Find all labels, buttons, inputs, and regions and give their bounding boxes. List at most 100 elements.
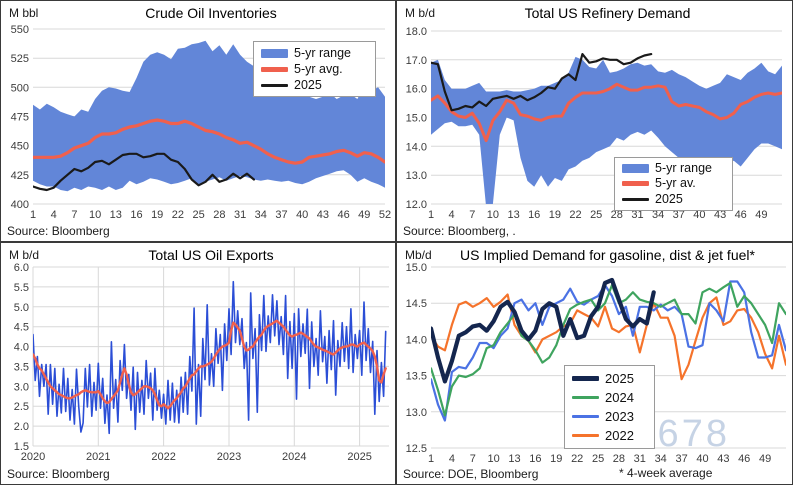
svg-text:43: 43	[317, 209, 329, 221]
svg-text:28: 28	[613, 453, 625, 465]
svg-text:16: 16	[528, 209, 540, 221]
svg-text:2023: 2023	[217, 451, 241, 463]
svg-text:37: 37	[675, 453, 687, 465]
svg-text:13.0: 13.0	[406, 407, 427, 419]
oil-exports-chart: 1.5 2.0 2.5 3.0 3.5 4.0 4.5 5.0 5.5 6.0 2020 2021 20…	[14, 262, 389, 463]
chart-title: Crude Oil Inventories	[145, 5, 277, 21]
svg-text:4: 4	[449, 209, 455, 221]
legend-item: 2025	[622, 192, 724, 207]
panel-crude-oil-inventories: M bbl Crude Oil Inventories 400 425 450 475…	[0, 0, 396, 242]
svg-text:4.0: 4.0	[14, 342, 29, 354]
svg-text:46: 46	[337, 209, 349, 221]
svg-text:43: 43	[714, 209, 726, 221]
legend-item: 2023	[572, 409, 646, 424]
svg-text:31: 31	[634, 453, 646, 465]
legend: 5-yr range 5-yr av. 2025	[614, 157, 733, 211]
svg-text:5.0: 5.0	[14, 302, 29, 314]
legend-item: 5-yr av.	[622, 176, 724, 191]
svg-text:6.0: 6.0	[14, 262, 29, 274]
svg-text:37: 37	[275, 209, 287, 221]
svg-text:34: 34	[255, 209, 267, 221]
line-swatch	[261, 66, 288, 72]
line-swatch	[572, 434, 599, 437]
svg-text:5.5: 5.5	[14, 282, 29, 294]
svg-text:12.0: 12.0	[406, 199, 427, 211]
legend-label: 2022	[605, 428, 634, 443]
svg-text:10: 10	[89, 209, 101, 221]
band-swatch	[261, 48, 288, 58]
svg-text:16: 16	[130, 209, 142, 221]
panel-implied-demand: Mb/d US Implied Demand for gasoline, dis…	[396, 242, 793, 485]
legend-item: 5-yr range	[261, 46, 367, 61]
source-text: Source: Bloomberg, .	[403, 224, 516, 238]
svg-text:43: 43	[717, 453, 729, 465]
y-axis-unit: M b/d	[9, 248, 40, 262]
svg-text:3.0: 3.0	[14, 381, 29, 393]
svg-text:475: 475	[11, 112, 29, 124]
legend-label: 5-yr avg.	[294, 61, 343, 76]
line-swatch	[261, 83, 288, 87]
svg-text:19: 19	[549, 209, 561, 221]
svg-text:7: 7	[71, 209, 77, 221]
line-swatch	[622, 181, 649, 187]
svg-text:34: 34	[655, 453, 667, 465]
svg-text:12.5: 12.5	[406, 443, 427, 455]
svg-text:13.0: 13.0	[406, 170, 427, 182]
legend-label: 2025	[655, 191, 683, 206]
source-text: Source: Bloomberg	[7, 224, 110, 238]
svg-text:7: 7	[469, 209, 475, 221]
svg-text:22: 22	[571, 453, 583, 465]
svg-text:550: 550	[11, 24, 29, 36]
line-swatch	[572, 396, 599, 399]
svg-text:2.0: 2.0	[14, 421, 29, 433]
panel-oil-exports: M b/d Total US Oil Exports 1.5 2.0 2.5 3.0 3…	[0, 242, 396, 485]
svg-text:16.0: 16.0	[406, 84, 427, 96]
legend-label: 5-yr range	[294, 45, 351, 60]
svg-text:13.5: 13.5	[406, 371, 427, 383]
chart-title: Total US Refinery Demand	[524, 5, 691, 21]
legend: 5-yr range 5-yr avg. 2025	[253, 41, 376, 97]
svg-text:52: 52	[379, 209, 391, 221]
legend-item: 2025	[572, 371, 646, 386]
legend-item: 2022	[572, 428, 646, 443]
legend: 2025 2024 2023 2022	[564, 365, 655, 449]
legend-item: 5-yr range	[622, 161, 724, 176]
svg-text:49: 49	[755, 209, 767, 221]
legend-label: 5-yr range	[655, 161, 712, 176]
chart-title: Total US Oil Exports	[148, 247, 274, 263]
svg-text:10: 10	[487, 453, 499, 465]
svg-text:1.5: 1.5	[14, 441, 29, 453]
line-swatch	[572, 376, 599, 381]
legend-label: 2024	[605, 390, 634, 405]
svg-text:4: 4	[51, 209, 57, 221]
svg-text:31: 31	[234, 209, 246, 221]
svg-text:13: 13	[507, 209, 519, 221]
svg-text:1: 1	[428, 453, 434, 465]
svg-text:525: 525	[11, 53, 29, 65]
svg-text:15.0: 15.0	[406, 262, 427, 274]
svg-text:25: 25	[192, 209, 204, 221]
y-axis-unit: M bbl	[9, 6, 39, 20]
svg-text:28: 28	[213, 209, 225, 221]
crude-inventories-chart: 400 425 450 475 500 525 550 1 4 7 10 13 16 19 22 25 28 31…	[11, 24, 391, 221]
legend-item: 2024	[572, 390, 646, 405]
legend-label: 2023	[605, 409, 634, 424]
line-swatch	[572, 415, 599, 418]
band-swatch	[622, 164, 649, 174]
svg-text:34: 34	[652, 209, 664, 221]
svg-text:2.5: 2.5	[14, 401, 29, 413]
y-axis-unit: Mb/d	[405, 248, 432, 262]
svg-text:400: 400	[11, 199, 29, 211]
svg-text:13: 13	[508, 453, 520, 465]
legend-item: 5-yr avg.	[261, 62, 367, 77]
legend-label: 5-yr av.	[655, 176, 696, 191]
svg-text:1: 1	[30, 209, 36, 221]
svg-text:2022: 2022	[151, 451, 175, 463]
svg-text:15.0: 15.0	[406, 113, 427, 125]
legend-label: 2025	[605, 371, 634, 386]
chart-title: US Implied Demand for gasoline, dist & j…	[460, 247, 755, 263]
svg-text:2024: 2024	[282, 451, 306, 463]
svg-text:25: 25	[590, 209, 602, 221]
svg-text:4.5: 4.5	[14, 322, 29, 334]
svg-text:28: 28	[611, 209, 623, 221]
